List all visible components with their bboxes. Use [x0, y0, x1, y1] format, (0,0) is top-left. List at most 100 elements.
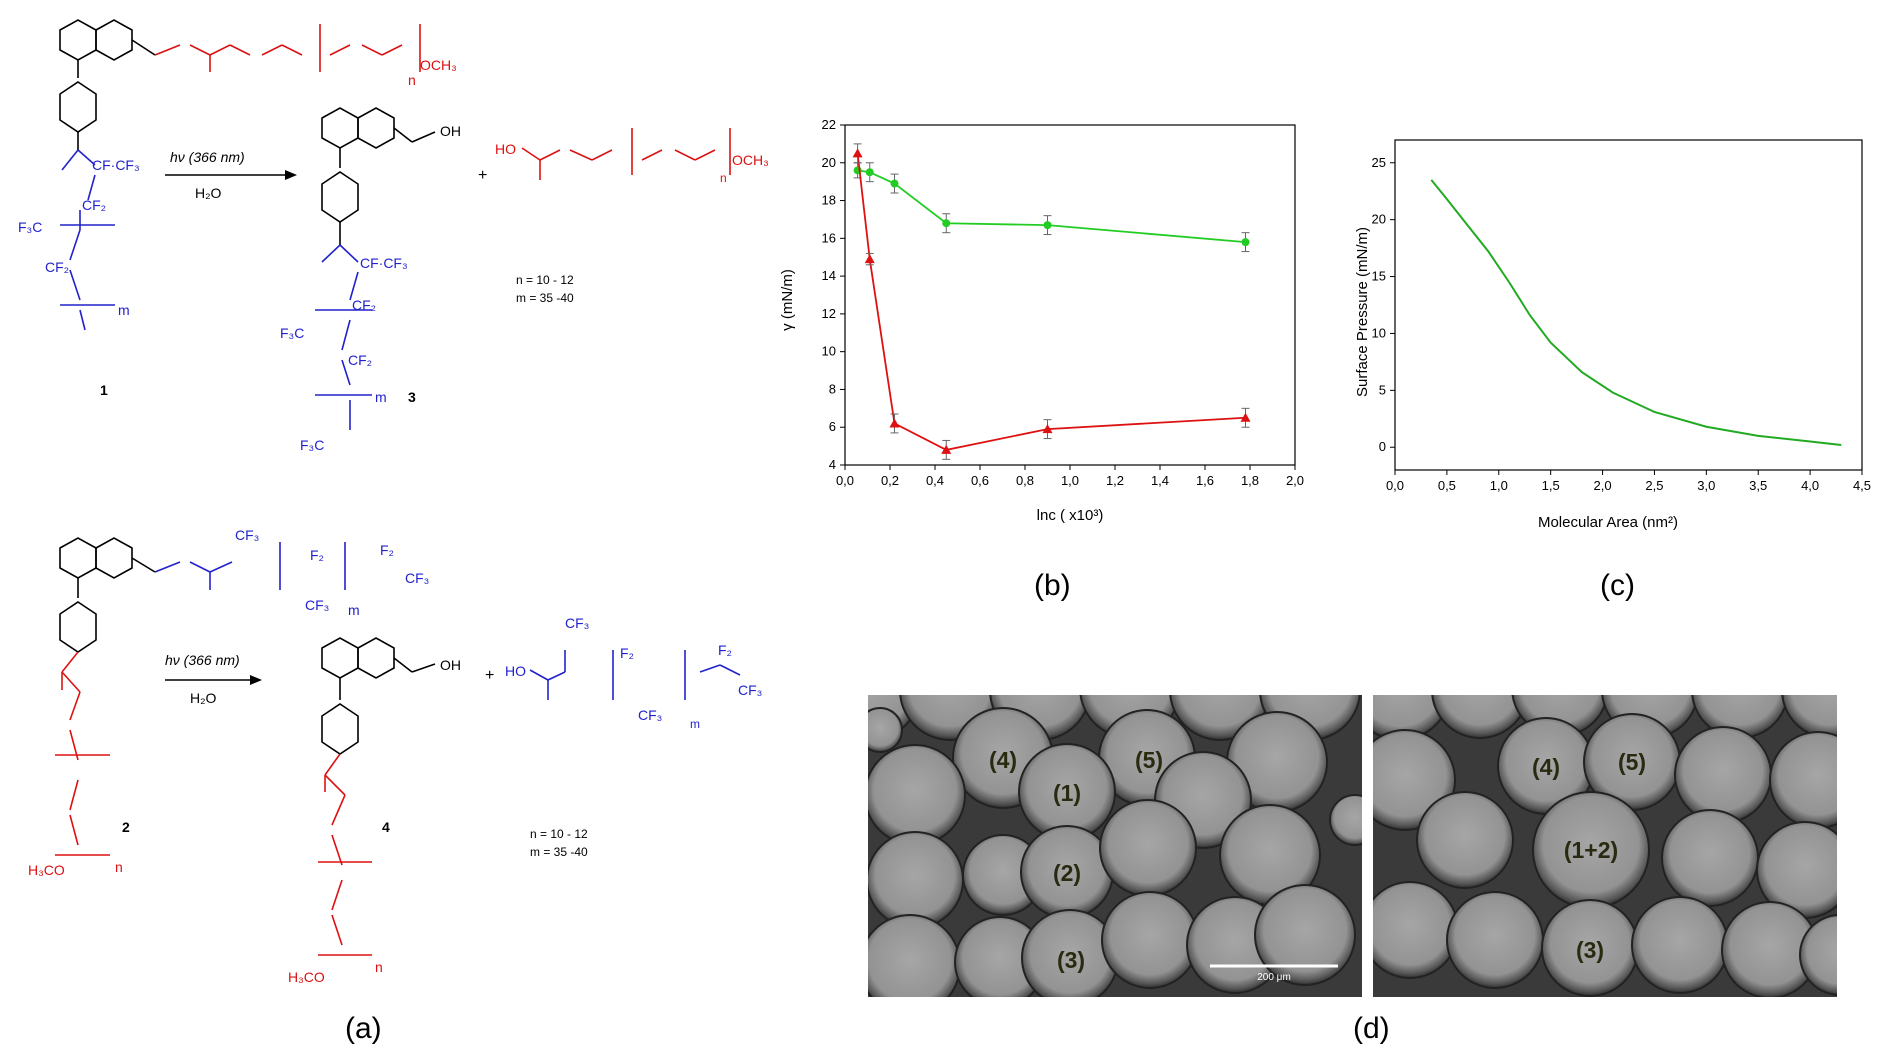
chart-b-xtick-label: 1,4 — [1151, 473, 1169, 488]
chart-c-ytick-label: 25 — [1372, 155, 1386, 170]
n-range-1: n = 10 - 12 — [516, 273, 574, 287]
chart-c-ytick-label: 0 — [1379, 439, 1386, 454]
droplet-label-5-right: (5) — [1618, 749, 1646, 775]
chart-b-xtick-label: 0,2 — [881, 473, 899, 488]
chart-c-xtick-label: 3,0 — [1697, 478, 1715, 493]
chart-b-ytick-label: 10 — [822, 344, 836, 359]
chart-c-xtick-label: 2,5 — [1645, 478, 1663, 493]
subscript-n-1: n — [408, 72, 416, 88]
left-droplet — [868, 744, 966, 846]
droplets-left — [868, 695, 1362, 997]
right-droplet — [1799, 914, 1837, 996]
chart-b-xtick-label: 1,8 — [1241, 473, 1259, 488]
right-droplet — [1661, 809, 1759, 907]
right-droplet — [1781, 695, 1837, 739]
plus-sign-1: + — [478, 167, 487, 184]
scale-bar-label: 200 μm — [1257, 972, 1291, 983]
cf2-label-3: CF₂ — [352, 297, 376, 313]
subscript-m-3: m — [375, 389, 387, 405]
left-droplet — [868, 707, 903, 753]
chart-c-xtick-label: 0,0 — [1386, 478, 1404, 493]
chart-b-ytick-label: 20 — [822, 155, 836, 170]
chart-b-series-line-1 — [856, 153, 1246, 451]
n-range-2: n = 10 - 12 — [530, 827, 588, 841]
droplet-label-2-left: (2) — [1053, 860, 1081, 886]
cf-label-3: CF·CF₃ — [360, 255, 408, 271]
surface-pressure-chart: 0,0 0,5 1,0 1,5 2,0 2,5 3,0 3,5 4,0 4,5 0 5 10 15 20 25… — [1354, 139, 1871, 531]
f2-label-2: F₂ — [310, 547, 324, 563]
peg-acid-product: + HO OCH₃ n n = 10 - 12 m = 35 -40 — [478, 128, 769, 305]
right-droplet — [1769, 731, 1837, 829]
micrograph-left-labels: (4) (5) (1) (2) (3) — [989, 747, 1163, 973]
f3c-label-3: F₃C — [280, 325, 304, 341]
subscript-n-product: n — [720, 171, 727, 185]
oh-label-3: OH — [440, 123, 461, 139]
chart-b-point — [865, 168, 874, 177]
cf-label-1: CF·CF₃ — [92, 157, 140, 173]
left-droplet — [868, 831, 964, 929]
compound-4-text: OH H₃CO n 4 — [288, 657, 461, 985]
f3c-label-1: F₃C — [18, 219, 42, 235]
right-droplet — [1416, 791, 1514, 889]
chart-b-point — [1043, 221, 1052, 230]
chart-b-point — [1240, 412, 1251, 422]
chart-c-xtick-label: 4,0 — [1801, 478, 1819, 493]
subscript-n-2: n — [115, 859, 123, 875]
chart-c-xtick-label: 0,5 — [1438, 478, 1456, 493]
droplet-label-4-left: (4) — [989, 747, 1017, 773]
chart-b-ytick-label: 4 — [829, 457, 836, 472]
f2-label-p1: F₂ — [620, 645, 634, 661]
f3c-label-3b: F₃C — [300, 437, 324, 453]
compound-4 — [318, 637, 436, 956]
droplets-right — [1373, 695, 1837, 997]
reaction-arrow-2: hν (366 nm) H₂O — [165, 652, 262, 706]
cf2-label-1: CF₂ — [82, 197, 106, 213]
chart-b-series-line-0 — [857, 169, 1246, 244]
pfpe-acid-product: + HO CF₃ F₂ CF₃ F₂ CF₃ m n = 10 - 12 m =… — [485, 615, 762, 859]
plus-sign-2: + — [485, 667, 494, 684]
compound-4-number: 4 — [382, 819, 390, 835]
subscript-m-2: m — [348, 602, 360, 618]
chart-b-ytick-label: 16 — [822, 230, 836, 245]
chart-b-frame — [844, 124, 1296, 466]
chart-b-xtick-label: 1,6 — [1196, 473, 1214, 488]
chart-b-point — [942, 219, 951, 228]
chart-b-ytick-label: 14 — [822, 268, 836, 283]
chart-c-axes — [1394, 139, 1863, 471]
h3co-label-4: H₃CO — [288, 969, 325, 985]
oh-label-4: OH — [440, 657, 461, 673]
chart-b-xtick-label: 2,0 — [1286, 473, 1304, 488]
chart-c-xtick-label: 3,5 — [1749, 478, 1767, 493]
left-droplet — [1254, 884, 1356, 986]
chart-b-xtick-label: 0,6 — [971, 473, 989, 488]
chart-b-point — [889, 418, 900, 428]
cf3-label-2c: CF₃ — [405, 570, 429, 586]
left-droplet — [868, 914, 961, 997]
m-range-2: m = 35 -40 — [530, 845, 588, 859]
compound-3-number: 3 — [408, 389, 416, 405]
panel-label-b: (b) — [1034, 569, 1071, 602]
left-droplet — [1099, 799, 1197, 897]
chart-c-frame — [1394, 139, 1863, 471]
droplet-label-3-right: (3) — [1576, 937, 1604, 963]
subscript-m-p: m — [690, 717, 700, 731]
right-droplet — [1373, 695, 1451, 741]
chart-c-xlabel: Molecular Area (nm²) — [1538, 514, 1678, 531]
condition-top-1: hν (366 nm) — [170, 149, 245, 165]
chart-b-axes — [844, 124, 1296, 466]
droplet-label-5-left: (5) — [1135, 747, 1163, 773]
chart-b-ylabel: γ (mN/m) — [779, 269, 796, 331]
chart-b-xtick-label: 0,4 — [926, 473, 944, 488]
m-range-1: m = 35 -40 — [516, 291, 574, 305]
chart-b-ytick-label: 12 — [822, 306, 836, 321]
chart-c-xtick-label: 1,5 — [1542, 478, 1560, 493]
panel-label-c: (c) — [1600, 569, 1635, 602]
reaction-arrow-1: hν (366 nm) H₂O — [165, 149, 297, 201]
micrograph-left — [868, 695, 1362, 997]
chart-c-ytick-label: 15 — [1372, 269, 1386, 284]
chart-c-ytick-label: 5 — [1379, 382, 1386, 397]
cf3-label-p3: CF₃ — [738, 682, 762, 698]
right-droplet — [1691, 695, 1789, 739]
compound-1-number: 1 — [100, 382, 108, 398]
chart-b-ticks: 0,0 0,2 0,4 0,6 0,8 1,0 1,2 1,4 1,6 1,8 2,0 4 6 8 10 12… — [822, 117, 1305, 488]
